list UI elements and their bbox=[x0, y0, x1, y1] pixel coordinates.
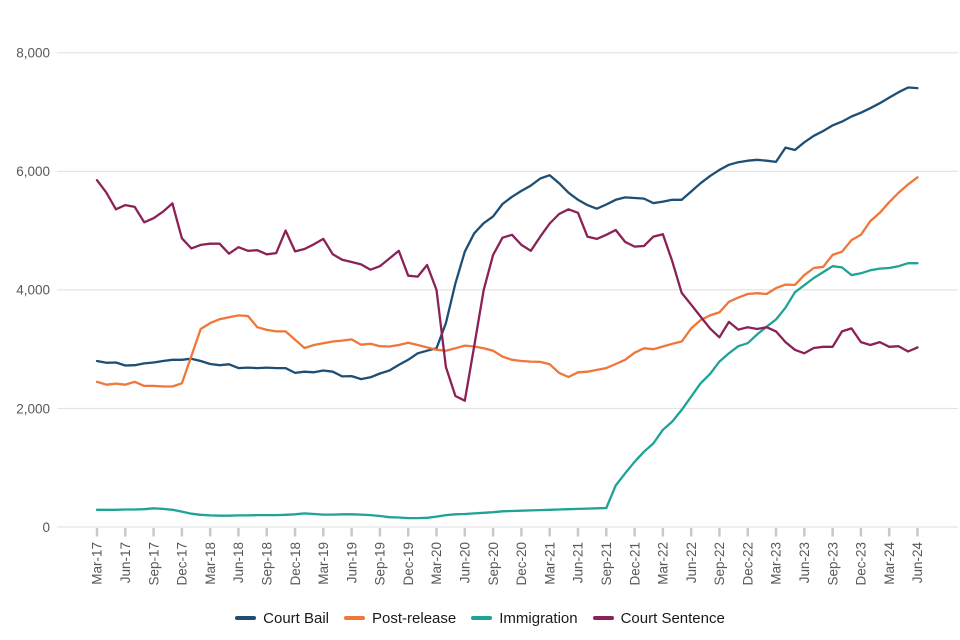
x-axis-tick-label: Mar-23 bbox=[769, 542, 784, 585]
x-axis-tick-label: Mar-20 bbox=[429, 542, 444, 585]
x-axis-tick-label: Sep-23 bbox=[825, 542, 840, 586]
x-axis-tick-label: Jun-22 bbox=[684, 542, 699, 583]
x-axis-tick-label: Jun-21 bbox=[571, 542, 586, 583]
x-axis-tick-label: Jun-18 bbox=[231, 542, 246, 583]
series-line-post-release bbox=[95, 176, 919, 388]
legend-swatch-court-sentence bbox=[592, 616, 614, 620]
legend-item-court-sentence: Court Sentence bbox=[592, 609, 725, 627]
x-axis-tick-label: Dec-21 bbox=[627, 542, 642, 586]
x-axis-tick-label: Sep-17 bbox=[146, 542, 161, 586]
x-axis-tick-label: Jun-24 bbox=[910, 542, 925, 584]
x-axis-tick-label: Dec-19 bbox=[401, 542, 416, 586]
x-axis-tick-label: Mar-21 bbox=[542, 542, 557, 585]
x-axis-tick-label: Dec-20 bbox=[514, 542, 529, 586]
legend-swatch-court-bail bbox=[235, 616, 257, 620]
legend-label-immigration: Immigration bbox=[499, 609, 578, 627]
legend-item-immigration: Immigration bbox=[471, 609, 578, 627]
x-axis-tick-label: Dec-22 bbox=[740, 542, 755, 586]
x-axis-tick-label: Dec-23 bbox=[854, 542, 869, 586]
x-axis-tick-label: Sep-22 bbox=[712, 542, 727, 586]
chart-legend: Court Bail Post-release Immigration Cour… bbox=[0, 601, 960, 635]
x-axis-tick-label: Mar-17 bbox=[90, 542, 105, 585]
x-axis-tick-label: Sep-21 bbox=[599, 542, 614, 586]
y-axis-tick-label: 6,000 bbox=[16, 164, 50, 179]
legend-item-court-bail: Court Bail bbox=[235, 611, 329, 626]
x-axis-tick-label: Mar-18 bbox=[203, 542, 218, 585]
chart-canvas: 0 2,000 4,000 6,000 8,000 Mar-17 Jun-17 Sep-17 D… bbox=[16, 46, 958, 586]
legend-item-post-release: Post-release bbox=[344, 611, 456, 626]
x-axis-tick-label: Sep-18 bbox=[259, 542, 274, 586]
legend-swatch-post-release bbox=[344, 616, 366, 620]
series-line-court-bail bbox=[95, 86, 919, 381]
x-axis-tick-label: Jun-20 bbox=[458, 542, 473, 583]
legend-label-court-sentence: Court Sentence bbox=[620, 609, 725, 627]
x-axis-tick-label: Jun-17 bbox=[118, 542, 133, 583]
y-axis-tick-label: 2,000 bbox=[16, 401, 50, 416]
x-axis-tick-label: Dec-17 bbox=[175, 542, 190, 586]
x-axis-tick-label: Jun-19 bbox=[344, 542, 359, 583]
legend-label-post-release: Post-release bbox=[372, 609, 457, 627]
x-axis-tick-label: Mar-22 bbox=[656, 542, 671, 585]
y-axis-tick-label: 0 bbox=[42, 520, 50, 535]
series-line-court-sentence bbox=[95, 179, 919, 402]
y-axis-tick-label: 4,000 bbox=[16, 283, 50, 298]
x-axis-tick-label: Jun-23 bbox=[797, 542, 812, 583]
x-axis-tick-label: Dec-18 bbox=[288, 542, 303, 586]
series-line-immigration bbox=[95, 262, 919, 520]
x-axis-tick-label: Sep-20 bbox=[486, 542, 501, 586]
legend-label-court-bail: Court Bail bbox=[263, 609, 330, 627]
x-axis-tick-label: Mar-19 bbox=[316, 542, 331, 585]
x-axis-tick-label: Sep-19 bbox=[373, 542, 388, 586]
y-axis-tick-label: 8,000 bbox=[16, 46, 50, 61]
x-axis-tick-label: Mar-24 bbox=[882, 542, 897, 585]
legend-swatch-immigration bbox=[471, 616, 493, 620]
